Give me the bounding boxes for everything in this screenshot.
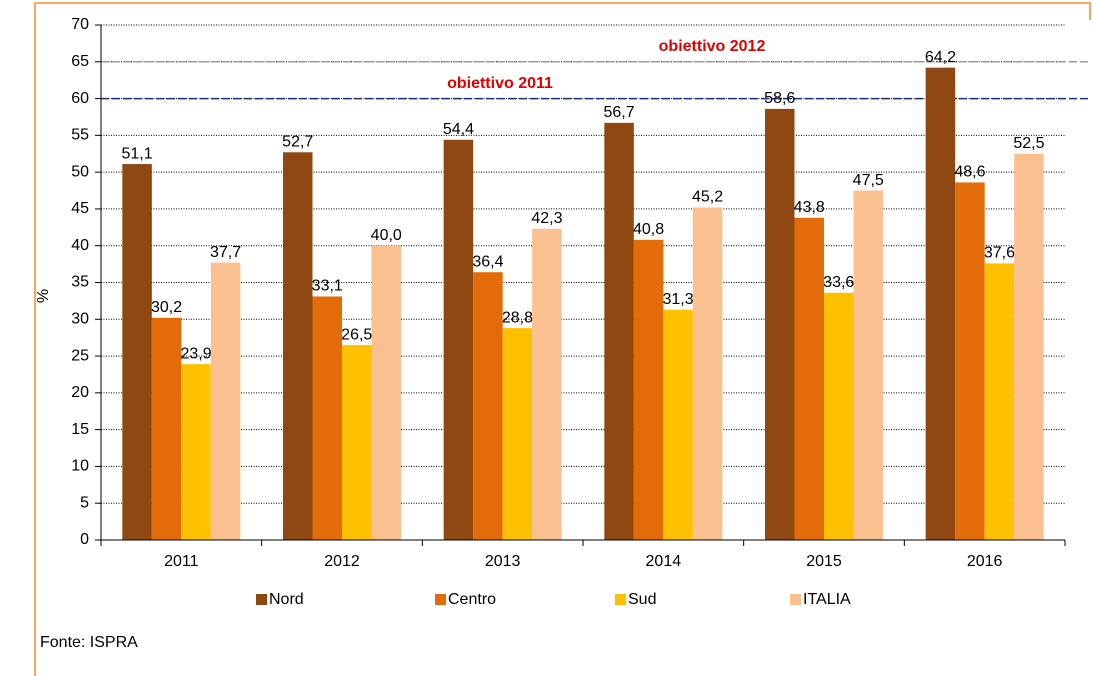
y-tick-label: 0 [80,531,89,548]
y-tick-label: 60 [71,90,89,107]
bar [853,190,883,541]
x-tick-label: 2012 [324,553,360,570]
bar [765,108,795,540]
legend-swatch [256,594,267,605]
data-label: 36,4 [472,253,503,270]
legend-label: Sud [628,591,656,608]
x-tick-label: 2013 [485,553,521,570]
y-tick-label: 35 [71,274,89,291]
data-label: 47,5 [853,172,884,189]
data-label: 42,3 [531,210,562,227]
x-tick-label: 2014 [646,553,682,570]
y-tick-label: 55 [71,127,89,144]
data-label: 40,0 [371,227,402,244]
data-label: 52,7 [282,133,313,150]
y-tick-label: 10 [71,458,89,475]
bar [663,309,693,540]
data-label: 64,2 [925,49,956,66]
reference-label: obiettivo 2011 [447,75,553,92]
data-label: 31,3 [663,291,694,308]
bar [925,67,956,541]
bar [283,152,313,540]
y-tick-label: 65 [71,53,89,70]
bar [824,292,854,540]
reference-label: obiettivo 2012 [659,38,766,55]
x-tick-label: 2011 [164,553,199,570]
data-label: 28,8 [502,309,533,326]
y-tick-label: 40 [71,237,89,254]
source: Fonte: ISPRA [40,634,138,651]
y-tick-label: 50 [71,163,89,180]
frame [34,2,1091,676]
bar [633,239,664,541]
data-label: 33,6 [823,274,854,291]
data-label: 45,2 [692,189,723,206]
data-label: 56,7 [604,104,635,121]
bar [181,364,211,540]
data-label: 30,2 [151,299,182,316]
bar [210,262,241,540]
data-label: 40,8 [633,221,664,238]
data-label: 37,7 [210,244,241,261]
bar [312,296,342,540]
data-label: 58,6 [764,90,795,107]
data-label: 33,1 [312,278,343,295]
y-tick-label: 70 [71,16,89,33]
bar [692,207,723,540]
data-label: 23,9 [181,345,212,362]
bar [342,345,372,540]
bar [502,328,533,540]
bar [1014,153,1044,540]
legend-label: Centro [448,591,496,608]
bar [532,228,562,541]
data-label: 26,5 [341,326,372,343]
bar [604,122,634,540]
y-axis-label: % [35,289,52,303]
data-label: 37,6 [984,245,1015,262]
legend-label: Nord [269,591,304,608]
bar [371,245,401,540]
data-label: 43,8 [794,199,825,216]
x-tick-label: 2015 [806,553,842,570]
y-tick-label: 5 [80,494,89,511]
bar [955,182,985,540]
bar [443,139,474,540]
y-tick-label: 20 [71,384,89,401]
data-label: 48,6 [954,164,985,181]
data-label: 51,1 [122,145,153,162]
data-label: 52,5 [1013,135,1044,152]
legend-swatch [790,594,801,605]
bar [794,217,824,540]
y-tick-label: 45 [71,200,89,217]
y-tick-label: 30 [71,311,89,328]
bar [122,164,152,541]
x-tick-label: 2016 [967,553,1003,570]
legend-swatch [615,594,626,605]
bar [984,263,1015,540]
bar [151,317,182,540]
data-label: 54,4 [443,121,474,138]
bar [473,272,503,540]
y-tick-label: 15 [71,421,89,438]
legend-swatch [435,594,446,605]
legend-label: ITALIA [803,591,851,608]
y-tick-label: 25 [71,347,89,364]
